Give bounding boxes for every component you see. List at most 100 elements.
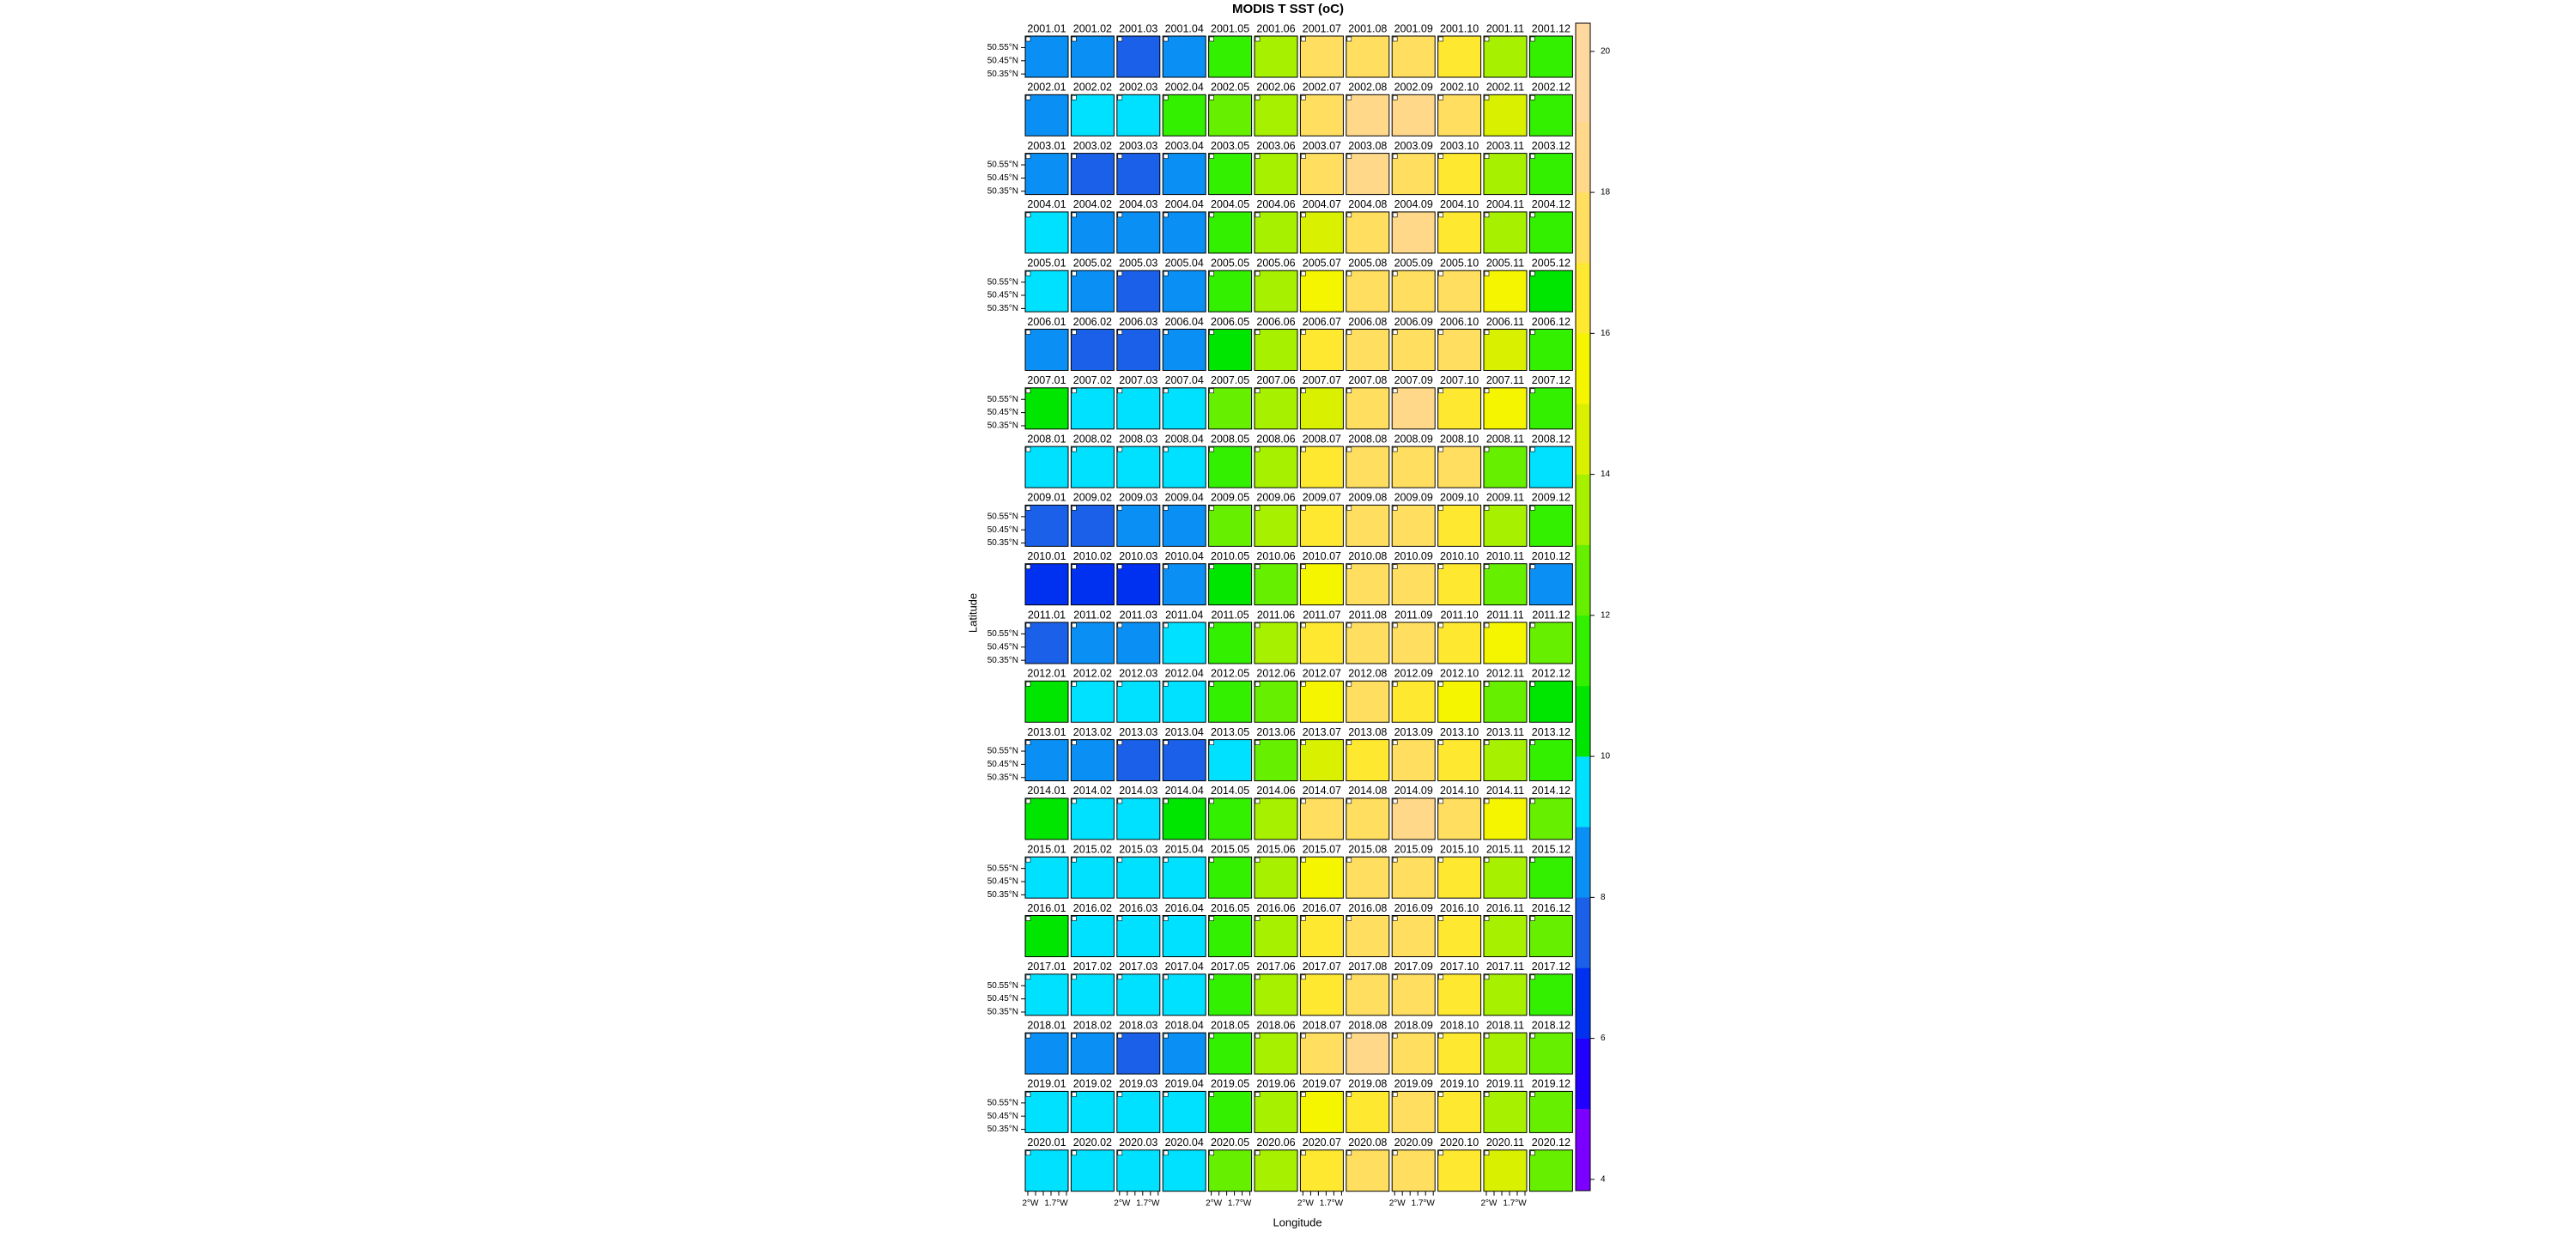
lat-tick-label: 50.45°N	[987, 56, 1018, 65]
panel	[1437, 211, 1482, 254]
panel	[1528, 680, 1573, 723]
panel	[1437, 387, 1482, 430]
panel-marker	[1255, 95, 1261, 100]
panel-marker	[1025, 154, 1031, 159]
panel	[1162, 153, 1206, 196]
panel	[1437, 153, 1482, 196]
panel-marker	[1072, 270, 1077, 276]
panel-label: 2001.01	[1027, 22, 1066, 34]
lat-tick-label: 50.35°N	[987, 70, 1018, 79]
panel-label: 2001.08	[1348, 22, 1387, 34]
panel-label: 2014.09	[1394, 785, 1433, 797]
panel-marker	[1530, 446, 1535, 452]
panel	[1391, 504, 1436, 547]
panel-marker	[1025, 974, 1031, 980]
panel-label: 2020.05	[1211, 1137, 1249, 1149]
panel	[1299, 856, 1344, 899]
panel-marker	[1117, 798, 1123, 804]
panel	[1024, 94, 1069, 136]
panel-label: 2005.08	[1348, 257, 1387, 269]
panel	[1528, 153, 1573, 196]
panel-label: 2006.01	[1027, 316, 1066, 328]
panel	[1528, 1149, 1573, 1192]
panel	[1346, 680, 1390, 723]
panel-marker	[1346, 916, 1352, 921]
panel-marker	[1346, 857, 1352, 863]
panel	[1162, 211, 1206, 254]
lon-tick-label: 2°W	[1389, 1198, 1406, 1208]
panel	[1070, 797, 1115, 840]
lat-tick-label: 50.35°N	[987, 421, 1018, 431]
panel	[1391, 270, 1436, 312]
panel-label: 2014.12	[1532, 785, 1571, 797]
panel-marker	[1209, 798, 1214, 804]
panel-label: 2008.04	[1165, 433, 1204, 445]
panel-marker	[1163, 1150, 1169, 1155]
panel	[1254, 680, 1298, 723]
panel	[1299, 622, 1344, 664]
panel-label: 2001.10	[1440, 22, 1479, 34]
panel	[1437, 622, 1482, 664]
panel-label: 2007.06	[1256, 374, 1295, 386]
colorbar-tick-label: 10	[1601, 752, 1611, 761]
panel-marker	[1438, 446, 1443, 452]
panel-label: 2010.04	[1165, 550, 1204, 562]
panel-label: 2014.03	[1119, 785, 1157, 797]
panel-label: 2018.05	[1211, 1019, 1249, 1031]
panel	[1254, 1090, 1298, 1133]
panel	[1483, 94, 1528, 136]
panel-marker	[1072, 564, 1077, 570]
panel-marker	[1301, 622, 1306, 628]
panel-marker	[1072, 1033, 1077, 1039]
panel-label: 2007.04	[1165, 374, 1204, 386]
panel-marker	[1209, 857, 1214, 863]
panel-marker	[1530, 1150, 1535, 1155]
panel	[1116, 856, 1161, 899]
panel-label: 2003.10	[1440, 140, 1479, 152]
panel	[1208, 35, 1253, 78]
panel	[1254, 973, 1298, 1016]
panel-marker	[1255, 36, 1261, 42]
panel-label: 2020.08	[1348, 1137, 1387, 1149]
panel-marker	[1209, 974, 1214, 980]
panel	[1254, 153, 1298, 196]
panel	[1208, 797, 1253, 840]
panel-marker	[1530, 740, 1535, 745]
panel-marker	[1072, 1150, 1077, 1155]
panel-label: 2019.05	[1211, 1078, 1249, 1090]
panel	[1162, 973, 1206, 1016]
panel-marker	[1163, 388, 1169, 394]
panel-marker	[1392, 270, 1398, 276]
panel	[1391, 680, 1436, 723]
panel	[1162, 1032, 1206, 1075]
panel-label: 2017.06	[1256, 961, 1295, 973]
panel-label: 2013.01	[1027, 726, 1066, 738]
panel-marker	[1025, 916, 1031, 921]
panel-label: 2007.01	[1027, 374, 1066, 386]
panel-marker	[1163, 564, 1169, 570]
panel	[1437, 329, 1482, 371]
lat-tick-label: 50.55°N	[987, 395, 1018, 404]
panel-label: 2006.05	[1211, 316, 1249, 328]
panel-label: 2020.09	[1394, 1137, 1433, 1149]
panel	[1346, 856, 1390, 899]
panel	[1024, 153, 1069, 196]
panel	[1162, 563, 1206, 606]
panel	[1070, 387, 1115, 430]
panel-marker	[1072, 916, 1077, 921]
panel-marker	[1072, 974, 1077, 980]
lon-tick-label: 1.7°W	[1044, 1198, 1068, 1208]
panel-label: 2009.07	[1303, 492, 1341, 504]
panel-label: 2005.11	[1486, 257, 1524, 269]
panel	[1299, 94, 1344, 136]
panel-marker	[1209, 388, 1214, 394]
panel-label: 2010.10	[1440, 550, 1479, 562]
panel	[1070, 94, 1115, 136]
panel-marker	[1484, 446, 1490, 452]
panel-label: 2013.05	[1211, 726, 1249, 738]
panel	[1116, 563, 1161, 606]
panel-label: 2006.10	[1440, 316, 1479, 328]
panel-marker	[1209, 270, 1214, 276]
panel-marker	[1484, 506, 1490, 511]
panel-label: 2015.05	[1211, 843, 1249, 855]
